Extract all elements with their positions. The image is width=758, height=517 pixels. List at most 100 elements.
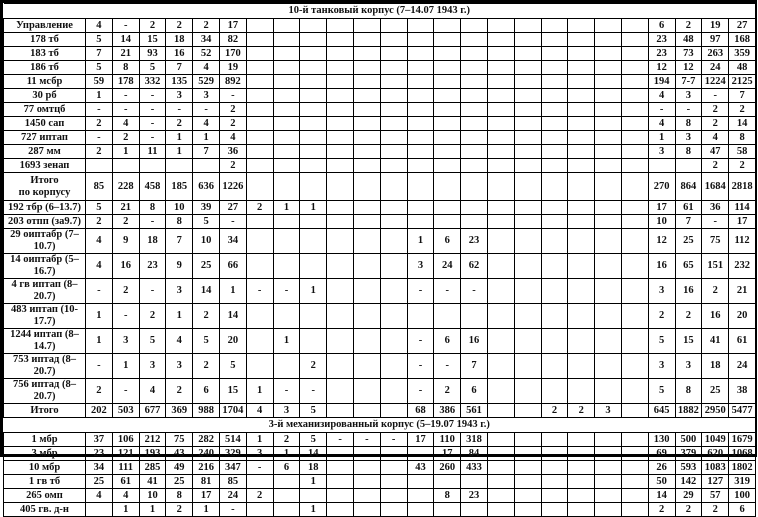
table-cell: 106 [111, 432, 140, 447]
table-cell [567, 460, 596, 475]
table-cell [326, 378, 354, 404]
table-cell: 52 [192, 46, 220, 61]
table-cell [245, 18, 274, 33]
table-cell: 14 [728, 116, 756, 131]
table-cell [245, 214, 274, 229]
table-cell: - [647, 102, 676, 117]
table-cell: 2 [111, 214, 140, 229]
table-cell [272, 144, 301, 159]
table-cell [299, 46, 328, 61]
table-cell [620, 460, 649, 475]
table-cell [352, 18, 381, 33]
table-cell [245, 88, 274, 103]
table-cell: 359 [728, 46, 756, 61]
table-cell: 85 [85, 172, 113, 201]
table-cell [620, 502, 649, 517]
table-cell: 4 [647, 116, 676, 131]
table-cell: 5 [299, 432, 328, 447]
table-cell [540, 353, 569, 379]
table-cell [272, 60, 301, 75]
table-cell [567, 60, 596, 75]
table-cell: - [85, 353, 113, 379]
table-cell [352, 474, 381, 489]
table-cell [540, 172, 569, 201]
table-cell: - [218, 88, 247, 103]
table-cell: 6 [433, 228, 462, 254]
table-cell: 2 [674, 502, 703, 517]
table-cell [433, 172, 462, 201]
table-cell: 2 [85, 378, 113, 404]
table-cell: 6 [460, 378, 488, 404]
table-cell [379, 303, 408, 329]
row-label: 483 иптап (10-17.7) [3, 303, 86, 329]
table-cell: 500 [674, 432, 703, 447]
table-cell: - [326, 432, 354, 447]
table-row: 1244 иптап (8–14.7) 1 3 5 4 5 20 1-6 16 5 15 41 61 [3, 328, 756, 354]
table-cell [379, 88, 408, 103]
table-cell [486, 200, 515, 215]
table-cell: 24 [701, 60, 730, 75]
table-cell [299, 303, 328, 329]
table-cell: 2 [138, 303, 167, 329]
table-cell [326, 18, 354, 33]
table-cell: - [272, 278, 301, 304]
table-cell [326, 253, 354, 279]
table-cell: 2 [192, 18, 220, 33]
table-cell [486, 102, 515, 117]
table-cell [460, 502, 488, 517]
table-cell [379, 403, 408, 418]
table-cell [486, 253, 515, 279]
table-cell [513, 328, 542, 354]
table-cell: 1068 [728, 446, 756, 461]
table-cell: - [433, 278, 462, 304]
table-cell [620, 328, 649, 354]
table-cell: 5 [647, 378, 676, 404]
table-cell [513, 278, 542, 304]
table-cell [594, 18, 622, 33]
table-cell: 82 [218, 32, 247, 47]
table-cell: 5 [138, 60, 167, 75]
table-cell [326, 46, 354, 61]
table-cell: - [138, 102, 167, 117]
table-cell: 121 [111, 446, 140, 461]
table-cell: 4 [111, 116, 140, 131]
table-cell [513, 102, 542, 117]
table-cell [513, 403, 542, 418]
table-cell [513, 378, 542, 404]
table-cell [620, 102, 649, 117]
table-cell [326, 328, 354, 354]
table-cell: 2 [192, 353, 220, 379]
table-cell [540, 144, 569, 159]
table-cell [352, 60, 381, 75]
table-cell: 185 [165, 172, 194, 201]
row-label: 1 мбр [3, 432, 86, 447]
table-cell [567, 200, 596, 215]
table-cell [540, 303, 569, 329]
table-cell [245, 102, 274, 117]
table-cell [379, 474, 408, 489]
table-cell: 23 [85, 446, 113, 461]
table-cell: 1224 [701, 74, 730, 89]
table-cell: 5 [138, 328, 167, 354]
table-cell [326, 228, 354, 254]
table-cell [594, 214, 622, 229]
row-label: 14 оиптабр (5–16.7) [3, 253, 86, 279]
table-cell: 85 [218, 474, 247, 489]
table-cell [620, 303, 649, 329]
table-cell [272, 502, 301, 517]
table-cell [352, 328, 381, 354]
table-cell: - [85, 278, 113, 304]
table-cell: 14 [299, 446, 328, 461]
table-cell: 14 [218, 303, 247, 329]
table-cell [272, 88, 301, 103]
table-cell: 14 [647, 488, 676, 503]
table-row: 1450 сап 2 4-2 4 2 4 8 2 14 [3, 116, 756, 131]
table-cell: 17 [406, 432, 435, 447]
table-cell: 75 [701, 228, 730, 254]
table-cell [620, 214, 649, 229]
table-cell [326, 102, 354, 117]
table-cell: 1 [85, 303, 113, 329]
table-cell [594, 278, 622, 304]
table-cell [567, 46, 596, 61]
table-cell [513, 228, 542, 254]
